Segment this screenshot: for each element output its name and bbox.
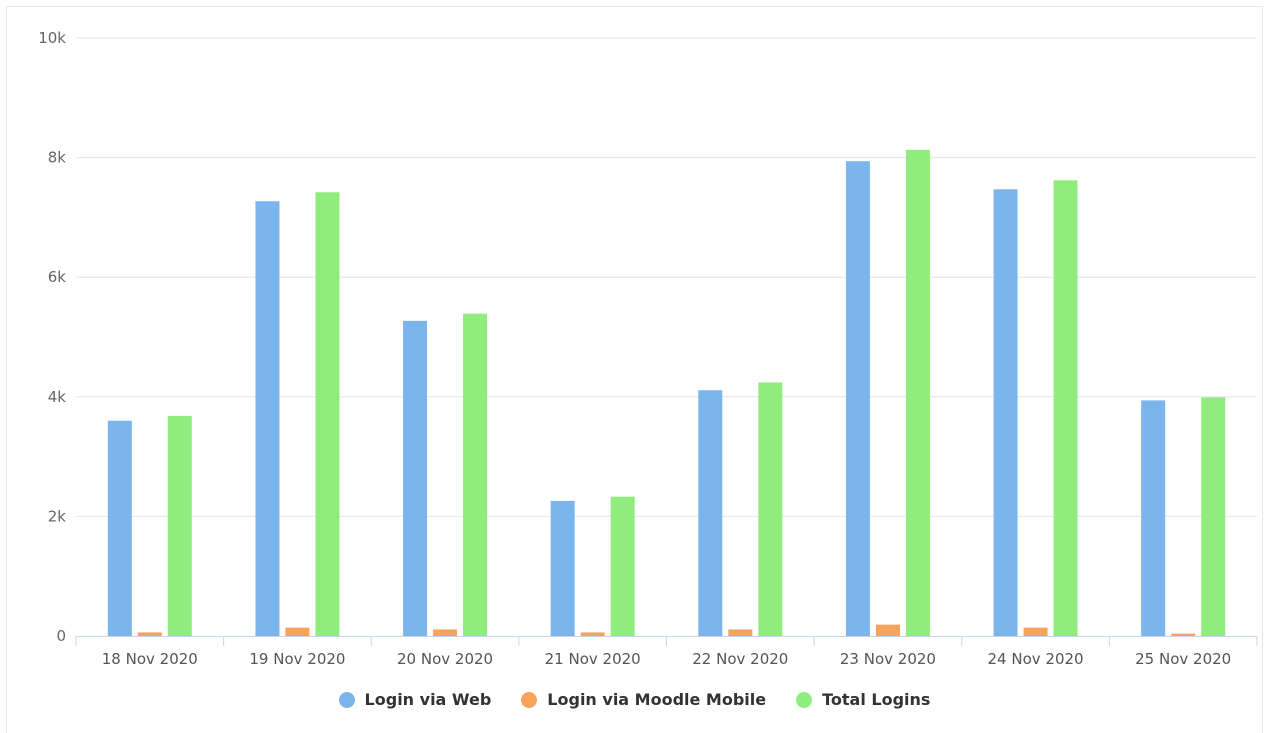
y-tick-label: 0 <box>56 627 66 645</box>
bar-1-4[interactable] <box>728 629 753 636</box>
bar-0-1[interactable] <box>255 201 280 636</box>
bar-0-5[interactable] <box>845 161 870 637</box>
bar-1-2[interactable] <box>433 629 458 636</box>
x-axis-ticks: 18 Nov 2020 19 Nov 2020 20 Nov 2020 21 Nov … <box>102 650 1231 668</box>
bar-2-0[interactable] <box>167 415 192 636</box>
y-axis-ticks: 0 2k 4k 6k 8k 10k <box>38 29 66 645</box>
legend-label: Login via Moodle Mobile <box>547 690 767 709</box>
bar-2-6[interactable] <box>1053 180 1078 636</box>
grid-lines <box>76 37 1257 517</box>
legend-item-2[interactable]: Total Logins <box>796 690 930 709</box>
x-tick-label: 21 Nov 2020 <box>545 650 641 668</box>
bar-0-7[interactable] <box>1141 400 1166 636</box>
bar-2-1[interactable] <box>315 192 340 636</box>
bar-1-0[interactable] <box>137 632 162 636</box>
bar-2-4[interactable] <box>758 382 783 636</box>
x-axis <box>75 636 1258 646</box>
x-tick-label: 24 Nov 2020 <box>988 650 1084 668</box>
x-tick-label: 22 Nov 2020 <box>692 650 788 668</box>
legend: Login via Web Login via Moodle Mobile Tota… <box>0 690 1269 709</box>
bar-chart: 0 2k 4k 6k 8k 10k 18 Nov 2020 19 Nov 2020 20 No… <box>38 29 1258 668</box>
y-tick-label: 4k <box>48 388 67 406</box>
x-tick-label: 19 Nov 2020 <box>249 650 345 668</box>
bar-2-2[interactable] <box>463 313 488 636</box>
bar-1-1[interactable] <box>285 627 310 636</box>
legend-marker-icon <box>796 691 813 708</box>
bars <box>107 149 1226 637</box>
bar-1-6[interactable] <box>1023 627 1048 636</box>
legend-marker-icon <box>521 691 538 708</box>
y-tick-label: 2k <box>48 507 67 525</box>
legend-label: Total Logins <box>822 690 931 709</box>
bar-2-5[interactable] <box>905 149 930 637</box>
x-tick-label: 20 Nov 2020 <box>397 650 493 668</box>
bar-1-3[interactable] <box>580 632 605 636</box>
legend-marker-icon <box>338 691 355 708</box>
bar-1-7[interactable] <box>1171 633 1196 636</box>
bar-0-6[interactable] <box>993 189 1018 636</box>
x-tick-label: 18 Nov 2020 <box>102 650 198 668</box>
bar-0-3[interactable] <box>550 500 575 636</box>
bar-2-7[interactable] <box>1201 397 1226 636</box>
bar-2-3[interactable] <box>610 496 635 636</box>
x-tick-label: 23 Nov 2020 <box>840 650 936 668</box>
legend-item-1[interactable]: Login via Moodle Mobile <box>521 690 766 709</box>
bar-0-4[interactable] <box>698 390 723 636</box>
legend-label: Login via Web <box>364 690 492 709</box>
y-tick-label: 10k <box>38 29 66 47</box>
legend-item-0[interactable]: Login via Web <box>338 690 492 709</box>
y-tick-label: 8k <box>48 149 67 167</box>
x-tick-label: 25 Nov 2020 <box>1135 650 1231 668</box>
bar-1-5[interactable] <box>875 624 900 636</box>
bar-0-0[interactable] <box>107 420 132 636</box>
y-tick-label: 6k <box>48 268 67 286</box>
bar-0-2[interactable] <box>403 320 428 636</box>
